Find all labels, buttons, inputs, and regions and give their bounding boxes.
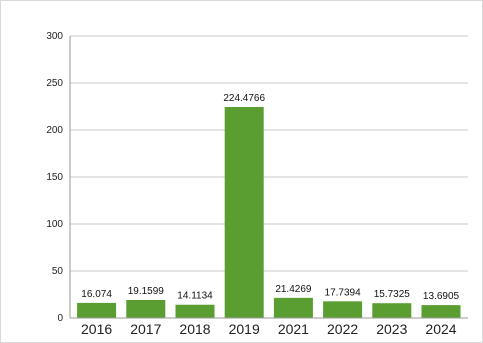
bar	[323, 301, 362, 318]
y-tick-label: 50	[52, 266, 64, 277]
data-label: 224.4766	[223, 93, 265, 104]
x-tick-label: 2019	[229, 321, 260, 337]
bar	[274, 298, 313, 318]
x-tick-label: 2018	[179, 321, 210, 337]
y-tick-label: 150	[46, 172, 63, 183]
data-label: 15.7325	[374, 289, 411, 300]
data-label: 16.074	[81, 289, 112, 300]
y-tick-label: 200	[46, 125, 63, 136]
data-label: 19.1599	[128, 286, 165, 297]
x-tick-label: 2022	[327, 321, 358, 337]
data-label: 14.1134	[177, 291, 213, 302]
x-tick-label: 2024	[425, 321, 456, 337]
bar	[176, 305, 215, 318]
bar	[126, 300, 165, 318]
bar	[422, 305, 461, 318]
bar	[225, 107, 264, 318]
x-tick-label: 2016	[81, 321, 112, 337]
bar	[77, 303, 116, 318]
x-tick-label: 2017	[130, 321, 161, 337]
x-tick-label: 2021	[278, 321, 309, 337]
data-label: 21.4269	[275, 284, 312, 295]
data-label: 17.7394	[325, 287, 362, 298]
y-tick-label: 250	[46, 78, 63, 89]
bar	[372, 303, 411, 318]
y-tick-label: 300	[46, 31, 63, 42]
y-tick-label: 0	[57, 313, 63, 324]
x-tick-label: 2023	[376, 321, 407, 337]
y-tick-label: 100	[46, 219, 63, 230]
data-label: 13.6905	[423, 291, 460, 302]
